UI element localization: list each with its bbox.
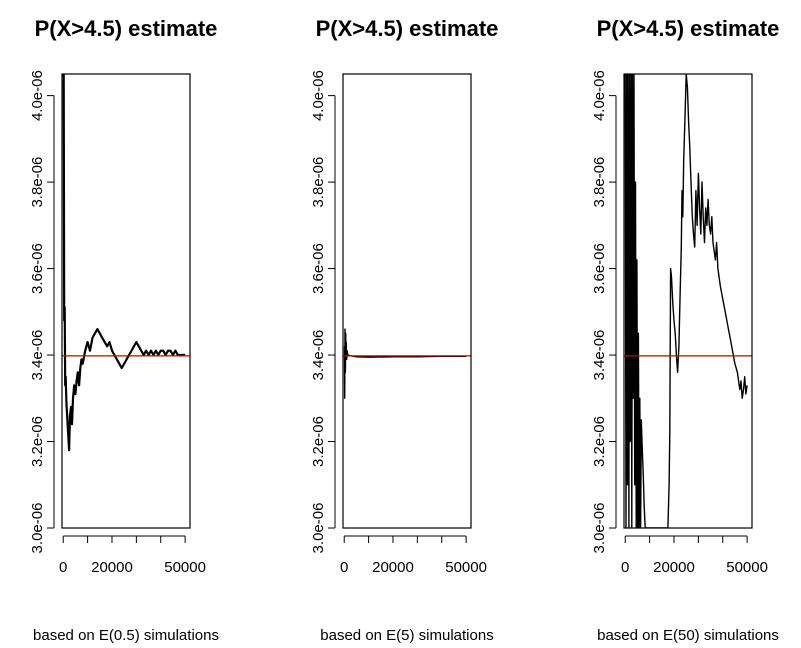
y-tick-label: 3.4e-06 xyxy=(591,330,608,381)
series-line xyxy=(343,328,467,399)
y-tick-label: 3.8e-06 xyxy=(310,157,327,208)
y-tick-label: 3.6e-06 xyxy=(310,243,327,294)
chart-title: P(X>4.5) estimate xyxy=(35,16,218,41)
y-tick-label: 3.6e-06 xyxy=(29,243,46,294)
y-tick-label: 3.2e-06 xyxy=(29,416,46,467)
x-axis-caption: based on E(5) simulations xyxy=(320,627,493,644)
series-line xyxy=(624,74,748,528)
plot-area xyxy=(624,74,752,528)
y-tick-label: 3.8e-06 xyxy=(29,157,46,208)
x-tick-label: 0 xyxy=(621,559,629,576)
y-tick-label: 3.2e-06 xyxy=(310,416,327,467)
chart-panel-3: P(X>4.5) estimate 3.0e-06 3.2e-06 3.4e-06 3.… xyxy=(591,16,779,644)
y-tick-label: 3.0e-06 xyxy=(29,503,46,554)
y-tick-label: 4.0e-06 xyxy=(310,70,327,121)
y-tick-label: 3.4e-06 xyxy=(310,330,327,381)
x-tick-label: 20000 xyxy=(653,559,695,576)
y-tick-label: 3.4e-06 xyxy=(29,330,46,381)
chart-title: P(X>4.5) estimate xyxy=(597,16,780,41)
x-tick-label: 50000 xyxy=(726,559,768,576)
plot-frame xyxy=(61,73,191,529)
y-tick-label: 3.2e-06 xyxy=(591,416,608,467)
x-tick-label: 50000 xyxy=(164,559,206,576)
y-tick-label: 3.8e-06 xyxy=(591,157,608,208)
plot-area xyxy=(343,328,471,399)
x-axis-caption: based on E(0.5) simulations xyxy=(33,627,219,644)
chart-panel-2: P(X>4.5) estimate 3.0e-06 3.2e-06 3.4e-06 3.… xyxy=(310,16,498,644)
x-tick-label: 0 xyxy=(340,559,348,576)
y-tick-label: 3.0e-06 xyxy=(591,503,608,554)
x-tick-label: 20000 xyxy=(372,559,414,576)
x-tick-label: 0 xyxy=(59,559,67,576)
plot-area xyxy=(62,74,190,452)
chart-title: P(X>4.5) estimate xyxy=(316,16,499,41)
y-tick-label: 3.6e-06 xyxy=(591,243,608,294)
y-tick-label: 4.0e-06 xyxy=(591,70,608,121)
plot-frame xyxy=(623,73,753,529)
y-tick-label: 3.0e-06 xyxy=(310,503,327,554)
chart-panel-1: P(X>4.5) estimate 3.0e-06 3.2e-06 3.4e-06 3.… xyxy=(29,16,219,644)
plot-frame xyxy=(342,73,472,529)
y-tick-label: 4.0e-06 xyxy=(29,70,46,121)
x-tick-label: 20000 xyxy=(91,559,133,576)
series-line xyxy=(62,74,186,452)
x-axis-caption: based on E(50) simulations xyxy=(597,627,779,644)
x-tick-label: 50000 xyxy=(445,559,487,576)
